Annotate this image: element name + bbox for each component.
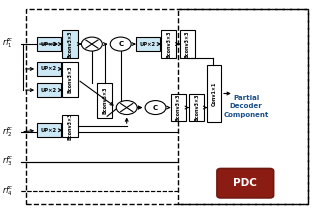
Circle shape bbox=[110, 37, 131, 51]
Bar bbox=[37, 62, 61, 76]
Text: $rf_3^c$: $rf_3^c$ bbox=[2, 155, 14, 168]
Bar bbox=[178, 9, 308, 204]
Text: $rf_2^c$: $rf_2^c$ bbox=[2, 125, 14, 139]
Bar bbox=[37, 37, 61, 51]
Text: PDC: PDC bbox=[233, 178, 257, 188]
Bar bbox=[97, 83, 113, 118]
Bar bbox=[161, 30, 176, 58]
Bar bbox=[37, 83, 61, 97]
Bar bbox=[26, 9, 308, 204]
Bar bbox=[207, 65, 221, 122]
Text: Bconv3×3: Bconv3×3 bbox=[67, 66, 73, 93]
Text: Partial
Decoder
Component: Partial Decoder Component bbox=[223, 95, 269, 118]
FancyBboxPatch shape bbox=[217, 168, 273, 198]
Circle shape bbox=[81, 37, 102, 51]
Text: UP×2: UP×2 bbox=[41, 66, 57, 71]
Text: UP×2: UP×2 bbox=[41, 88, 57, 93]
Text: UP×2: UP×2 bbox=[140, 42, 156, 47]
Bar bbox=[171, 94, 186, 121]
Text: Bconv3×3: Bconv3×3 bbox=[67, 112, 73, 140]
Text: UP×2: UP×2 bbox=[41, 42, 57, 47]
Bar bbox=[62, 115, 78, 137]
Circle shape bbox=[145, 101, 166, 115]
Text: Bconv3×3: Bconv3×3 bbox=[166, 30, 171, 58]
Text: Conv1×1: Conv1×1 bbox=[212, 81, 217, 106]
Bar bbox=[62, 30, 78, 58]
Text: $rf_4^c$: $rf_4^c$ bbox=[2, 184, 14, 198]
Circle shape bbox=[116, 101, 137, 115]
Text: Bconv3×3: Bconv3×3 bbox=[194, 94, 199, 121]
Text: Bconv3×3: Bconv3×3 bbox=[67, 30, 73, 58]
Text: C: C bbox=[153, 105, 158, 111]
Bar bbox=[136, 37, 160, 51]
Bar bbox=[62, 62, 78, 97]
Bar bbox=[37, 123, 61, 137]
Text: C: C bbox=[118, 41, 123, 47]
Bar bbox=[180, 30, 195, 58]
Text: Bconv3×3: Bconv3×3 bbox=[185, 30, 190, 58]
Bar bbox=[189, 94, 204, 121]
Text: Bconv3×3: Bconv3×3 bbox=[102, 87, 107, 114]
Text: Bconv3×3: Bconv3×3 bbox=[176, 94, 181, 121]
Text: UP×2: UP×2 bbox=[41, 128, 57, 133]
Text: $rf_1^c$: $rf_1^c$ bbox=[2, 36, 14, 50]
